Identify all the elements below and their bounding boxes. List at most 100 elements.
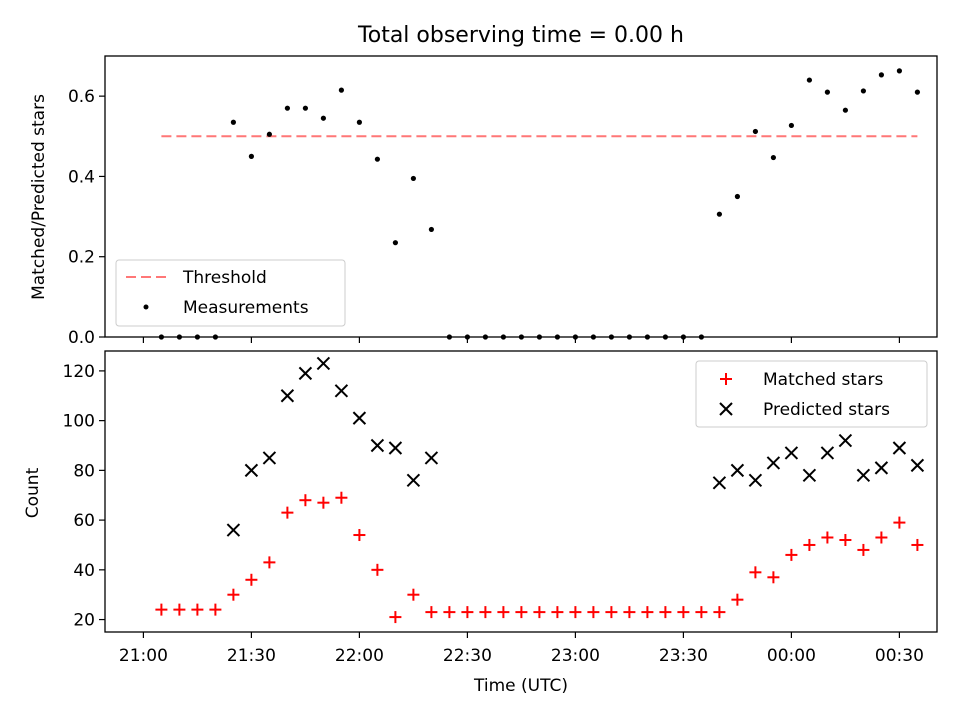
measurement-point — [734, 193, 741, 200]
matched-point — [839, 533, 852, 546]
predicted-point — [226, 523, 241, 537]
measurement-point — [374, 156, 380, 162]
bottom-x-tick-label: 21:00 — [119, 646, 168, 666]
matched-point — [749, 566, 762, 579]
predicted-point — [730, 463, 745, 478]
matched-point — [821, 531, 834, 544]
bottom-x-ticks: 21:00 21:30 22:00 22:30 23:00 23:30 00:00 00:30 — [119, 632, 924, 666]
matched-point — [335, 491, 348, 504]
matched-point — [371, 563, 384, 576]
measurement-point — [320, 115, 326, 121]
matched-point — [317, 496, 330, 509]
matched-point — [263, 556, 276, 569]
predicted-point — [712, 476, 727, 490]
matched-point — [731, 593, 744, 606]
matched-point — [623, 606, 636, 619]
matched-point — [353, 529, 366, 542]
measurement-point — [590, 334, 597, 340]
measurement-point — [860, 88, 867, 94]
predicted-point — [334, 384, 349, 398]
top-y-tick-label: 0.6 — [68, 87, 95, 107]
matched-point — [443, 606, 456, 619]
measurement-point — [194, 334, 200, 340]
top-legend: Threshold Measurements — [115, 259, 346, 327]
matched-point — [893, 516, 906, 529]
measurement-point — [806, 77, 813, 83]
bottom-axes-frame — [104, 350, 938, 633]
matched-point — [659, 606, 672, 619]
bottom-y-tick-label: 60 — [73, 511, 95, 531]
matched-points — [155, 491, 924, 624]
measurement-point — [554, 334, 561, 340]
bottom-x-tick-label: 22:30 — [443, 646, 492, 666]
matched-point — [605, 606, 618, 619]
measurement-point — [878, 72, 885, 78]
top-y-tick-label: 0.2 — [68, 248, 95, 268]
top-y-tick-label: 0.4 — [68, 167, 95, 187]
matched-point — [587, 606, 600, 619]
measurement-point — [428, 226, 434, 233]
bottom-x-tick-label: 00:00 — [767, 646, 816, 666]
matched-point — [551, 606, 564, 619]
measurement-point — [446, 334, 452, 340]
bottom-y-axis-label: Count — [23, 467, 43, 518]
bottom-x-tick-label: 00:30 — [875, 646, 924, 666]
matched-point — [173, 603, 186, 616]
predicted-points — [226, 356, 925, 537]
matched-point — [767, 571, 780, 584]
measurement-point — [644, 334, 651, 340]
matched-point — [911, 538, 924, 551]
legend-measurements-label: Measurements — [183, 298, 309, 318]
matched-point — [155, 603, 168, 616]
top-panel: 0.0 0.2 0.4 0.6 Matched/Predicted stars Thr… — [29, 55, 938, 348]
top-legend-box — [115, 259, 346, 327]
measurement-point — [356, 119, 362, 125]
predicted-point — [874, 461, 889, 475]
measurement-point — [266, 131, 272, 137]
predicted-point — [892, 441, 907, 455]
matched-point — [569, 606, 582, 619]
legend-matched-label: Matched stars — [763, 370, 883, 390]
measurement-point — [896, 68, 903, 74]
figure-title: Total observing time = 0.00 h — [357, 23, 684, 48]
matched-point — [227, 588, 240, 601]
measurement-point — [716, 211, 723, 217]
predicted-point — [784, 446, 799, 460]
legend-measurements-swatch — [143, 304, 149, 310]
bottom-y-tick-label: 40 — [73, 561, 95, 581]
matched-point — [209, 603, 222, 616]
measurement-point — [248, 153, 254, 159]
predicted-point — [262, 451, 277, 465]
predicted-point — [388, 441, 403, 455]
predicted-point — [352, 411, 367, 425]
matched-point — [695, 606, 708, 619]
predicted-point — [370, 438, 385, 453]
top-y-tick-label: 0.0 — [68, 328, 95, 348]
measurement-point — [536, 334, 543, 340]
matched-point — [497, 606, 510, 619]
measurement-point — [518, 334, 525, 340]
measurement-point — [626, 334, 633, 340]
matched-point — [191, 603, 204, 616]
predicted-point — [424, 451, 439, 465]
matched-point — [677, 606, 690, 619]
measurement-point — [608, 334, 615, 340]
measurement-point — [230, 119, 236, 125]
matched-point — [281, 506, 294, 519]
predicted-point — [316, 356, 331, 371]
bottom-y-tick-label: 100 — [63, 412, 95, 432]
measurement-point — [158, 334, 164, 340]
measurement-point — [770, 154, 777, 161]
predicted-point — [244, 463, 259, 478]
measurement-point — [392, 240, 398, 246]
matched-point — [533, 606, 546, 619]
measurement-point — [338, 87, 344, 93]
legend-threshold-label: Threshold — [182, 268, 267, 288]
legend-predicted-label: Predicted stars — [763, 400, 890, 420]
measurement-point — [914, 89, 921, 95]
measurement-point — [572, 334, 579, 340]
bottom-y-tick-label: 120 — [63, 362, 95, 382]
matched-point — [299, 494, 312, 507]
measurement-point — [842, 107, 849, 113]
measurement-point — [698, 334, 705, 340]
